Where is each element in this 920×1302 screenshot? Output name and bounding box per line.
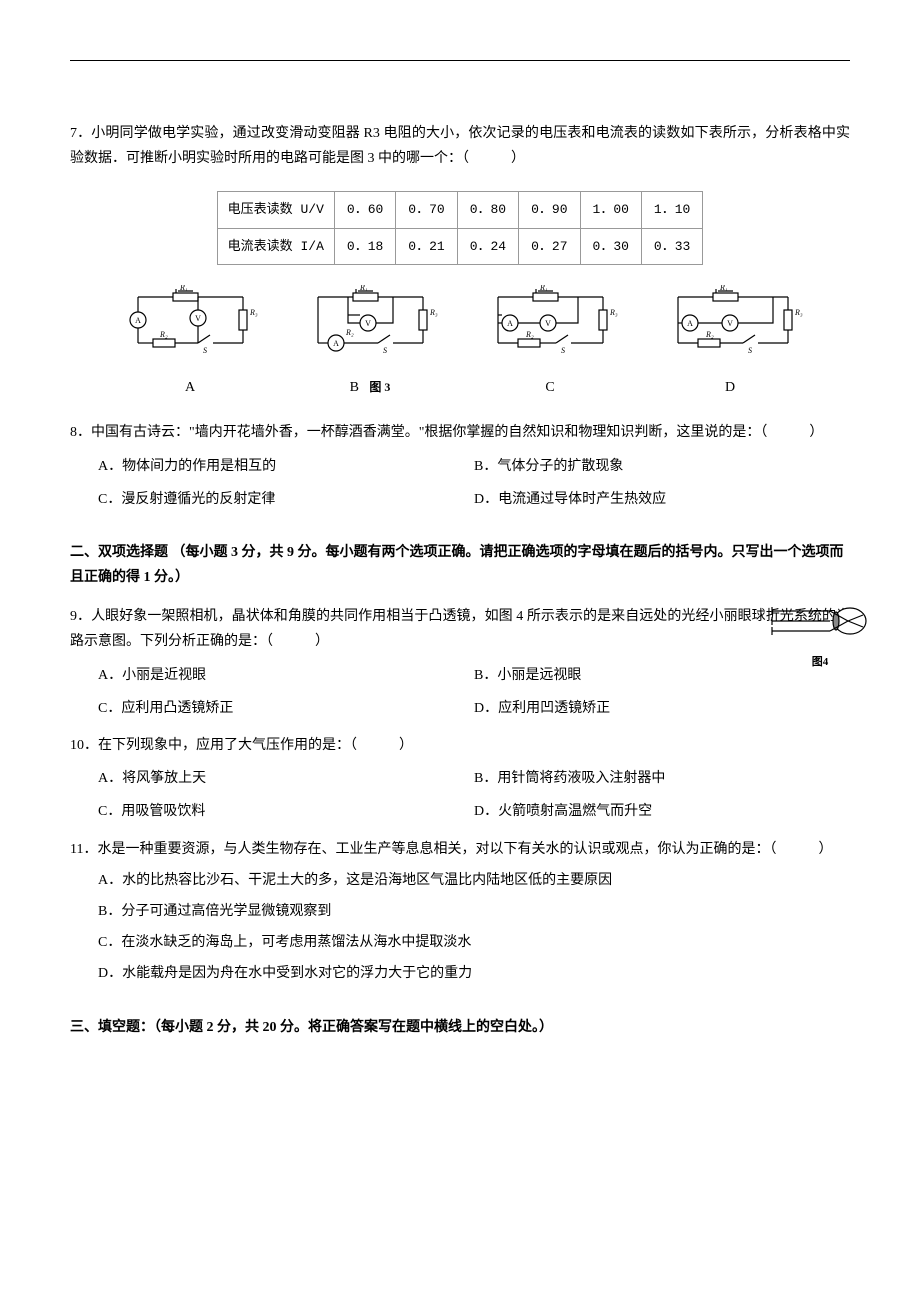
circuit-label-d: D bbox=[640, 375, 820, 400]
table-cell: 0．90 bbox=[519, 192, 580, 228]
table-row: 电流表读数 I/A 0．18 0．21 0．24 0．27 0．30 0．33 bbox=[217, 228, 703, 264]
q9-options-row2: C．应利用凸透镜矫正 D．应利用凹透镜矫正 bbox=[98, 696, 850, 721]
table-cell: 0．60 bbox=[334, 192, 395, 228]
section-3-title: 三、填空题：（每小题 2 分，共 20 分。将正确答案写在题中横线上的空白处。） bbox=[70, 1015, 850, 1040]
svg-text:V: V bbox=[195, 314, 201, 323]
svg-text:S: S bbox=[383, 346, 387, 355]
table-cell: 1．10 bbox=[641, 192, 702, 228]
question-11: 11．水是一种重要资源，与人类生物存在、工业生产等息息相关，对以下有关水的认识或… bbox=[70, 837, 850, 987]
circuit-b-svg: A V R₁ R₂ R₃ S bbox=[298, 285, 443, 365]
svg-text:V: V bbox=[365, 319, 371, 328]
question-9: 图4 9．人眼好象一架照相机，晶状体和角膜的共同作用相当于凸透镜，如图 4 所示… bbox=[70, 604, 850, 721]
q8-options-row1: A．物体间力的作用是相互的 B．气体分子的扩散现象 bbox=[98, 454, 850, 479]
q11-option-b: B．分子可通过高倍光学显微镜观察到 bbox=[98, 899, 850, 924]
q9-fig-label: 图4 bbox=[770, 653, 870, 673]
svg-text:A: A bbox=[135, 316, 141, 325]
svg-text:A: A bbox=[687, 319, 693, 328]
q11-option-c: C．在淡水缺乏的海岛上，可考虑用蒸馏法从海水中提取淡水 bbox=[98, 930, 850, 955]
svg-text:V: V bbox=[727, 319, 733, 328]
question-8: 8．中国有古诗云："墙内开花墙外香，一杯醇酒香满堂。"根据你掌握的自然知识和物理… bbox=[70, 420, 850, 512]
table-cell: 0．70 bbox=[396, 192, 457, 228]
table-cell: 0．30 bbox=[580, 228, 641, 264]
q8-option-a: A．物体间力的作用是相互的 bbox=[98, 454, 474, 479]
table-cell: 0．80 bbox=[457, 192, 518, 228]
circuit-c: A V R₁ R₂ R₃ S bbox=[478, 285, 623, 365]
svg-text:R₁: R₁ bbox=[359, 285, 368, 292]
svg-text:R₁: R₁ bbox=[539, 285, 548, 292]
svg-text:S: S bbox=[748, 346, 752, 355]
q10-option-b: B．用针筒将药液吸入注射器中 bbox=[474, 766, 850, 791]
q10-options-row1: A．将风筝放上天 B．用针筒将药液吸入注射器中 bbox=[98, 766, 850, 791]
svg-text:R₃: R₃ bbox=[794, 308, 803, 317]
q9-option-c: C．应利用凸透镜矫正 bbox=[98, 696, 474, 721]
page-top-rule bbox=[70, 60, 850, 61]
table-cell: 1．00 bbox=[580, 192, 641, 228]
circuit-a-svg: A V R₁ R₂ R₃ S bbox=[118, 285, 263, 365]
svg-text:R₃: R₃ bbox=[429, 308, 438, 317]
section-2-title: 二、双项选择题 （每小题 3 分，共 9 分。每小题有两个选项正确。请把正确选项… bbox=[70, 540, 850, 590]
table-cell: 0．21 bbox=[396, 228, 457, 264]
svg-text:R₃: R₃ bbox=[249, 308, 258, 317]
q10-option-a: A．将风筝放上天 bbox=[98, 766, 474, 791]
question-10: 10．在下列现象中，应用了大气压作用的是：（ ） A．将风筝放上天 B．用针筒将… bbox=[70, 733, 850, 825]
svg-text:S: S bbox=[203, 346, 207, 355]
circuit-d-svg: A V R₁ R₂ R₃ S bbox=[658, 285, 803, 365]
q9-option-d: D．应利用凹透镜矫正 bbox=[474, 696, 850, 721]
q8-text: 8．中国有古诗云："墙内开花墙外香，一杯醇酒香满堂。"根据你掌握的自然知识和物理… bbox=[70, 420, 850, 445]
q10-options-row2: C．用吸管吸饮料 D．火箭喷射高温燃气而升空 bbox=[98, 799, 850, 824]
circuit-a: A V R₁ R₂ R₃ S bbox=[118, 285, 263, 365]
svg-text:R₁: R₁ bbox=[719, 285, 728, 292]
svg-text:R₁: R₁ bbox=[179, 285, 188, 292]
svg-text:R₂: R₂ bbox=[705, 330, 714, 339]
q9-options-row1: A．小丽是近视眼 B．小丽是远视眼 bbox=[98, 663, 850, 688]
q9-figure: 图4 bbox=[770, 599, 870, 673]
circuit-d: A V R₁ R₂ R₃ S bbox=[658, 285, 803, 365]
circuit-c-svg: A V R₁ R₂ R₃ S bbox=[478, 285, 623, 365]
q8-option-c: C．漫反射遵循光的反射定律 bbox=[98, 487, 474, 512]
q8-option-d: D．电流通过导体时产生热效应 bbox=[474, 487, 850, 512]
table-cell: 0．24 bbox=[457, 228, 518, 264]
circuit-labels: A B 图 3 C D bbox=[100, 375, 820, 400]
q11-text: 11．水是一种重要资源，与人类生物存在、工业生产等息息相关，对以下有关水的认识或… bbox=[70, 837, 850, 862]
svg-text:S: S bbox=[561, 346, 565, 355]
q8-options-row2: C．漫反射遵循光的反射定律 D．电流通过导体时产生热效应 bbox=[98, 487, 850, 512]
question-7: 7．小明同学做电学实验，通过改变滑动变阻器 R3 电阻的大小，依次记录的电压表和… bbox=[70, 121, 850, 400]
table-cell: 0．33 bbox=[641, 228, 702, 264]
q9-text: 9．人眼好象一架照相机，晶状体和角膜的共同作用相当于凸透镜，如图 4 所示表示的… bbox=[70, 604, 850, 654]
q11-option-a: A．水的比热容比沙石、干泥土大的多，这是沿海地区气温比内陆地区低的主要原因 bbox=[98, 868, 850, 893]
row2-label: 电流表读数 I/A bbox=[217, 228, 334, 264]
q8-option-b: B．气体分子的扩散现象 bbox=[474, 454, 850, 479]
circuit-b: A V R₁ R₂ R₃ S bbox=[298, 285, 443, 365]
table-cell: 0．27 bbox=[519, 228, 580, 264]
circuit-label-a: A bbox=[100, 375, 280, 400]
circuit-label-b: B 图 3 bbox=[280, 375, 460, 400]
q10-text: 10．在下列现象中，应用了大气压作用的是：（ ） bbox=[70, 733, 850, 758]
svg-text:R₃: R₃ bbox=[609, 308, 618, 317]
q11-option-d: D．水能载舟是因为舟在水中受到水对它的浮力大于它的重力 bbox=[98, 961, 850, 986]
circuit-label-c: C bbox=[460, 375, 640, 400]
q7-data-table: 电压表读数 U/V 0．60 0．70 0．80 0．90 1．00 1．10 … bbox=[217, 191, 704, 265]
svg-text:R₂: R₂ bbox=[159, 330, 168, 339]
eye-diagram-svg bbox=[770, 599, 870, 644]
svg-text:A: A bbox=[333, 339, 339, 348]
svg-text:R₂: R₂ bbox=[345, 328, 354, 337]
row1-label: 电压表读数 U/V bbox=[217, 192, 334, 228]
q9-option-a: A．小丽是近视眼 bbox=[98, 663, 474, 688]
table-row: 电压表读数 U/V 0．60 0．70 0．80 0．90 1．00 1．10 bbox=[217, 192, 703, 228]
svg-text:V: V bbox=[545, 319, 551, 328]
fig3-caption: 图 3 bbox=[369, 380, 390, 394]
table-cell: 0．18 bbox=[334, 228, 395, 264]
q7-text: 7．小明同学做电学实验，通过改变滑动变阻器 R3 电阻的大小，依次记录的电压表和… bbox=[70, 121, 850, 171]
svg-text:R₂: R₂ bbox=[525, 330, 534, 339]
q10-option-c: C．用吸管吸饮料 bbox=[98, 799, 474, 824]
circuit-diagrams-row: A V R₁ R₂ R₃ S bbox=[100, 285, 820, 365]
q10-option-d: D．火箭喷射高温燃气而升空 bbox=[474, 799, 850, 824]
svg-text:A: A bbox=[507, 319, 513, 328]
